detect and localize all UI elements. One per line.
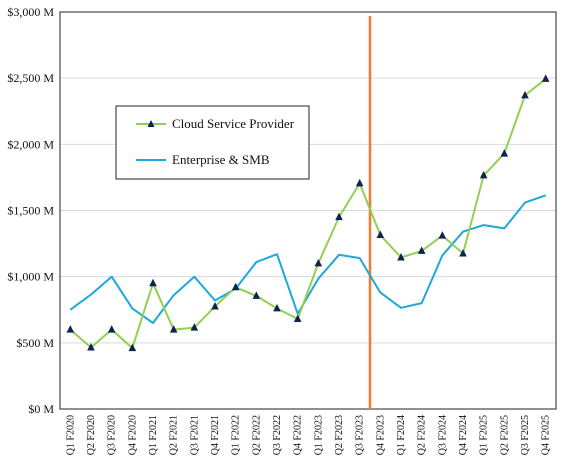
y-tick-label: $500 M: [16, 336, 54, 350]
x-tick-label: Q2 F2023: [334, 415, 345, 455]
x-tick-label: Q4 F2023: [375, 415, 386, 455]
x-tick-label: Q3 F2020: [107, 415, 118, 455]
y-tick-label: $1,500 M: [7, 204, 54, 218]
data-point-marker: [66, 325, 75, 333]
data-point-marker: [376, 230, 385, 238]
data-point-marker: [211, 301, 219, 310]
x-tick-label: Q3 F2025: [520, 415, 531, 455]
y-tick-label: $2,500 M: [7, 71, 54, 85]
y-tick-label: $1,000 M: [7, 270, 54, 284]
data-point-marker: [314, 258, 323, 267]
x-tick-label: Q3 F2023: [355, 415, 366, 455]
data-point-marker: [438, 231, 447, 239]
data-point-marker: [500, 149, 509, 157]
data-point-marker: [107, 325, 116, 333]
x-tick-label: Q4 F2021: [210, 415, 221, 455]
x-tick-label: Q2 F2024: [417, 415, 428, 455]
x-tick-label: Q1 F2025: [479, 415, 490, 455]
x-axis-tick-labels: Q1 F2020 Q2 F2020 Q3 F2020 Q4 F2020 Q1 F2021…: [65, 415, 551, 455]
x-tick-label: Q2 F2020: [86, 415, 97, 455]
data-point-marker: [417, 246, 426, 254]
data-point-marker: [521, 90, 529, 99]
data-point-marker: [459, 249, 467, 257]
legend-label-cloud: Cloud Service Provider: [172, 116, 295, 131]
data-point-marker: [252, 291, 261, 299]
data-point-marker: [273, 303, 281, 312]
legend-box: [115, 105, 310, 180]
x-tick-label: Q4 F2020: [127, 415, 138, 455]
x-tick-label: Q1 F2024: [396, 415, 407, 455]
x-tick-label: Q3 F2021: [189, 415, 200, 455]
y-axis-tick-labels: $0 M $500 M $1,000 M $1,500 M $2,000 M $2,500…: [7, 5, 54, 416]
data-point-marker: [355, 178, 364, 187]
y-tick-label: $3,000 M: [7, 5, 54, 19]
x-tick-label: Q1 F2023: [313, 415, 324, 455]
data-point-marker: [128, 343, 137, 352]
series-line-cloud: [69, 78, 547, 350]
data-point-marker: [169, 325, 178, 333]
plot-area-border: [59, 11, 557, 410]
data-point-marker: [231, 282, 240, 291]
data-point-marker: [335, 212, 343, 221]
x-tick-label: Q2 F2022: [251, 415, 262, 455]
legend: Cloud Service Provider Enterprise & SMB: [115, 105, 310, 180]
x-tick-label: Q4 F2025: [541, 415, 552, 455]
legend-marker-cloud: [147, 120, 155, 127]
legend-label-enterprise: Enterprise & SMB: [172, 152, 270, 167]
series-layer: [66, 74, 550, 352]
data-point-marker: [293, 314, 302, 323]
data-point-marker: [87, 342, 95, 351]
data-point-marker: [479, 170, 488, 179]
x-tick-label: Q2 F2021: [169, 415, 180, 455]
x-tick-label: Q1 F2021: [148, 415, 159, 455]
x-tick-label: Q3 F2024: [437, 415, 448, 455]
y-tick-label: $2,000 M: [7, 137, 54, 151]
data-point-marker: [190, 323, 199, 331]
y-tick-label: $0 M: [28, 402, 54, 416]
data-point-marker: [149, 278, 157, 287]
x-tick-label: Q3 F2022: [272, 415, 283, 455]
x-tick-label: Q1 F2022: [231, 415, 242, 455]
x-tick-label: Q1 F2020: [65, 415, 76, 455]
x-tick-label: Q2 F2025: [499, 415, 510, 455]
data-point-marker: [397, 252, 405, 261]
series-line-enterprise: [69, 194, 547, 324]
x-tick-label: Q4 F2022: [293, 415, 304, 455]
x-tick-label: Q4 F2024: [458, 415, 469, 455]
data-point-marker: [541, 74, 550, 82]
